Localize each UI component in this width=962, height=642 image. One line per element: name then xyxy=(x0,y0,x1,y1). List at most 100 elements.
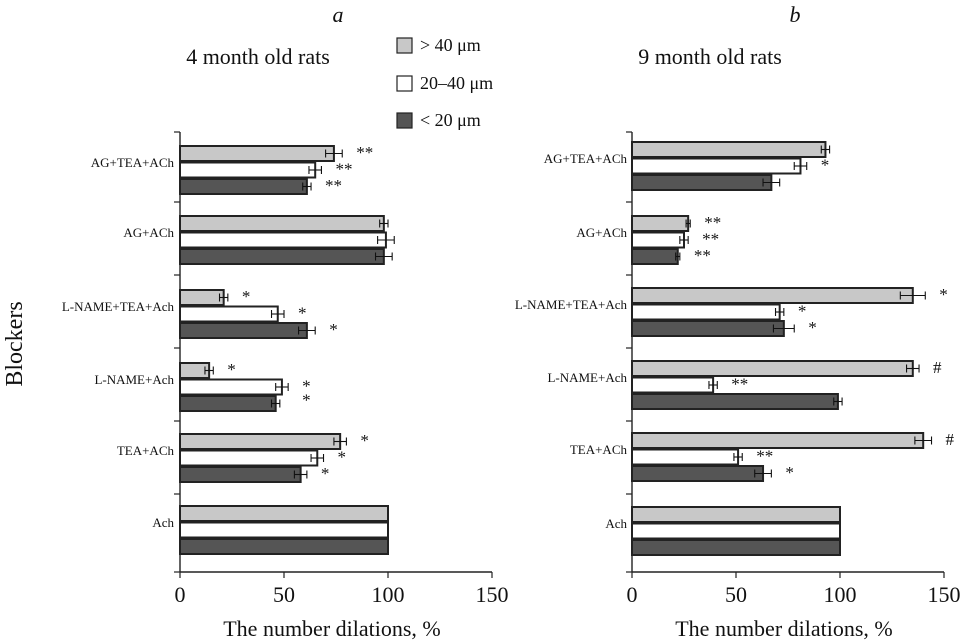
significance-mark: * xyxy=(338,448,347,467)
category-label: L-NAME+TEA+Ach xyxy=(515,297,628,312)
x-tick-label: 150 xyxy=(928,582,961,607)
significance-mark: * xyxy=(329,320,338,339)
category-label: L-NAME+TEA+Ach xyxy=(62,299,175,314)
bar xyxy=(631,432,925,449)
bar xyxy=(631,141,827,158)
panel-b: 0 50 100 150 The number dilations, % b 9 month… xyxy=(515,2,961,641)
x-axis-label: The number dilations, % xyxy=(223,616,441,641)
bar xyxy=(631,393,839,410)
bar xyxy=(179,161,317,179)
significance-mark: ** xyxy=(756,447,773,466)
significance-mark: ** xyxy=(335,160,352,179)
legend-label-20-40: 20–40 μm xyxy=(420,73,493,93)
bar-group: L-NAME+TEA+Ach*** xyxy=(515,285,948,337)
bar xyxy=(179,505,389,522)
category-label: TEA+ACh xyxy=(117,443,175,458)
bar xyxy=(179,305,279,323)
bar-group: L-NAME+TEA+Ach*** xyxy=(62,287,338,339)
bar xyxy=(631,231,685,249)
legend: > 40 μm 20–40 μm < 20 μm xyxy=(396,35,493,130)
bar xyxy=(179,145,335,162)
category-label: AG+TEA+ACh xyxy=(544,151,628,166)
bar xyxy=(631,248,679,265)
bar xyxy=(631,465,765,482)
bar xyxy=(179,289,225,306)
x-tick-label: 0 xyxy=(627,582,638,607)
category-label: L-NAME+Ach xyxy=(547,370,627,385)
significance-mark: * xyxy=(821,156,830,175)
significance-mark: ** xyxy=(702,230,719,249)
significance-mark: ** xyxy=(694,246,711,265)
bar-group: Ach xyxy=(605,506,841,556)
x-tick-label: 100 xyxy=(372,582,405,607)
bar xyxy=(631,157,802,175)
panel-a: 0 50 100 150 The number dilations, % a4 month… xyxy=(62,2,509,641)
panel-letter: b xyxy=(790,2,801,27)
bar xyxy=(631,376,715,394)
bar xyxy=(179,466,302,483)
significance-mark: ** xyxy=(356,143,373,162)
bar xyxy=(631,174,773,191)
bar xyxy=(179,248,385,265)
bar-group: AG+TEA+ACh * xyxy=(544,141,831,191)
bar xyxy=(179,378,283,396)
category-label: Ach xyxy=(152,515,174,530)
significance-mark: * xyxy=(785,463,794,482)
legend-swatch-gt40 xyxy=(396,37,413,54)
bar xyxy=(179,178,308,195)
category-label: AG+ACh xyxy=(123,225,174,240)
x-tick-label: 0 xyxy=(175,582,186,607)
significance-mark: ** xyxy=(325,176,342,195)
bar xyxy=(179,231,387,249)
category-label: AG+ACh xyxy=(576,225,627,240)
chart-title: 9 month old rats xyxy=(638,44,782,69)
bar xyxy=(179,395,277,412)
bar xyxy=(179,538,389,555)
bar xyxy=(179,433,342,450)
legend-label-lt20: < 20 μm xyxy=(420,110,481,130)
y-axis-label: Blockers xyxy=(2,301,28,386)
significance-mark: * xyxy=(321,464,330,483)
significance-mark: # xyxy=(946,430,955,449)
significance-mark: ** xyxy=(704,213,721,232)
bar xyxy=(179,449,319,467)
legend-label-gt40: > 40 μm xyxy=(420,35,481,55)
significance-mark: ** xyxy=(731,375,748,394)
bar-group: Ach xyxy=(152,505,389,555)
bar-group: AG+ACh xyxy=(123,215,395,265)
category-label: AG+TEA+ACh xyxy=(91,155,175,170)
bar xyxy=(631,522,841,540)
bar-group: AG+ACh****** xyxy=(576,213,721,265)
bar xyxy=(631,506,841,523)
x-axis-label: The number dilations, % xyxy=(675,616,893,641)
significance-mark: * xyxy=(360,431,369,450)
bar-group: AG+TEA+ACh****** xyxy=(91,143,373,195)
significance-mark: * xyxy=(808,318,817,337)
bar xyxy=(631,360,914,377)
category-label: Ach xyxy=(605,516,627,531)
bar-group: TEA+ACh#*** xyxy=(570,430,955,482)
significance-mark: # xyxy=(933,358,942,377)
panel-letter: a xyxy=(333,2,344,27)
x-tick-label: 50 xyxy=(725,582,747,607)
bar-group: L-NAME+Ach*** xyxy=(94,360,311,412)
axes: 0 50 100 150 The number dilations, % xyxy=(174,131,509,641)
bar xyxy=(179,521,389,539)
category-label: L-NAME+Ach xyxy=(94,372,174,387)
bar xyxy=(631,287,914,304)
significance-mark: * xyxy=(939,285,948,304)
bar xyxy=(179,322,308,339)
significance-mark: * xyxy=(302,377,311,396)
legend-swatch-20-40 xyxy=(396,75,413,92)
significance-mark: * xyxy=(227,360,236,379)
category-label: TEA+ACh xyxy=(570,442,628,457)
bar-group: TEA+ACh * * * xyxy=(117,431,369,483)
x-tick-label: 150 xyxy=(476,582,509,607)
bar xyxy=(179,215,385,232)
bar xyxy=(631,320,785,337)
significance-mark: * xyxy=(242,287,251,306)
bar xyxy=(631,448,740,466)
significance-mark: * xyxy=(798,302,807,321)
legend-swatch-lt20 xyxy=(396,112,413,129)
chart-title: 4 month old rats xyxy=(186,44,330,69)
